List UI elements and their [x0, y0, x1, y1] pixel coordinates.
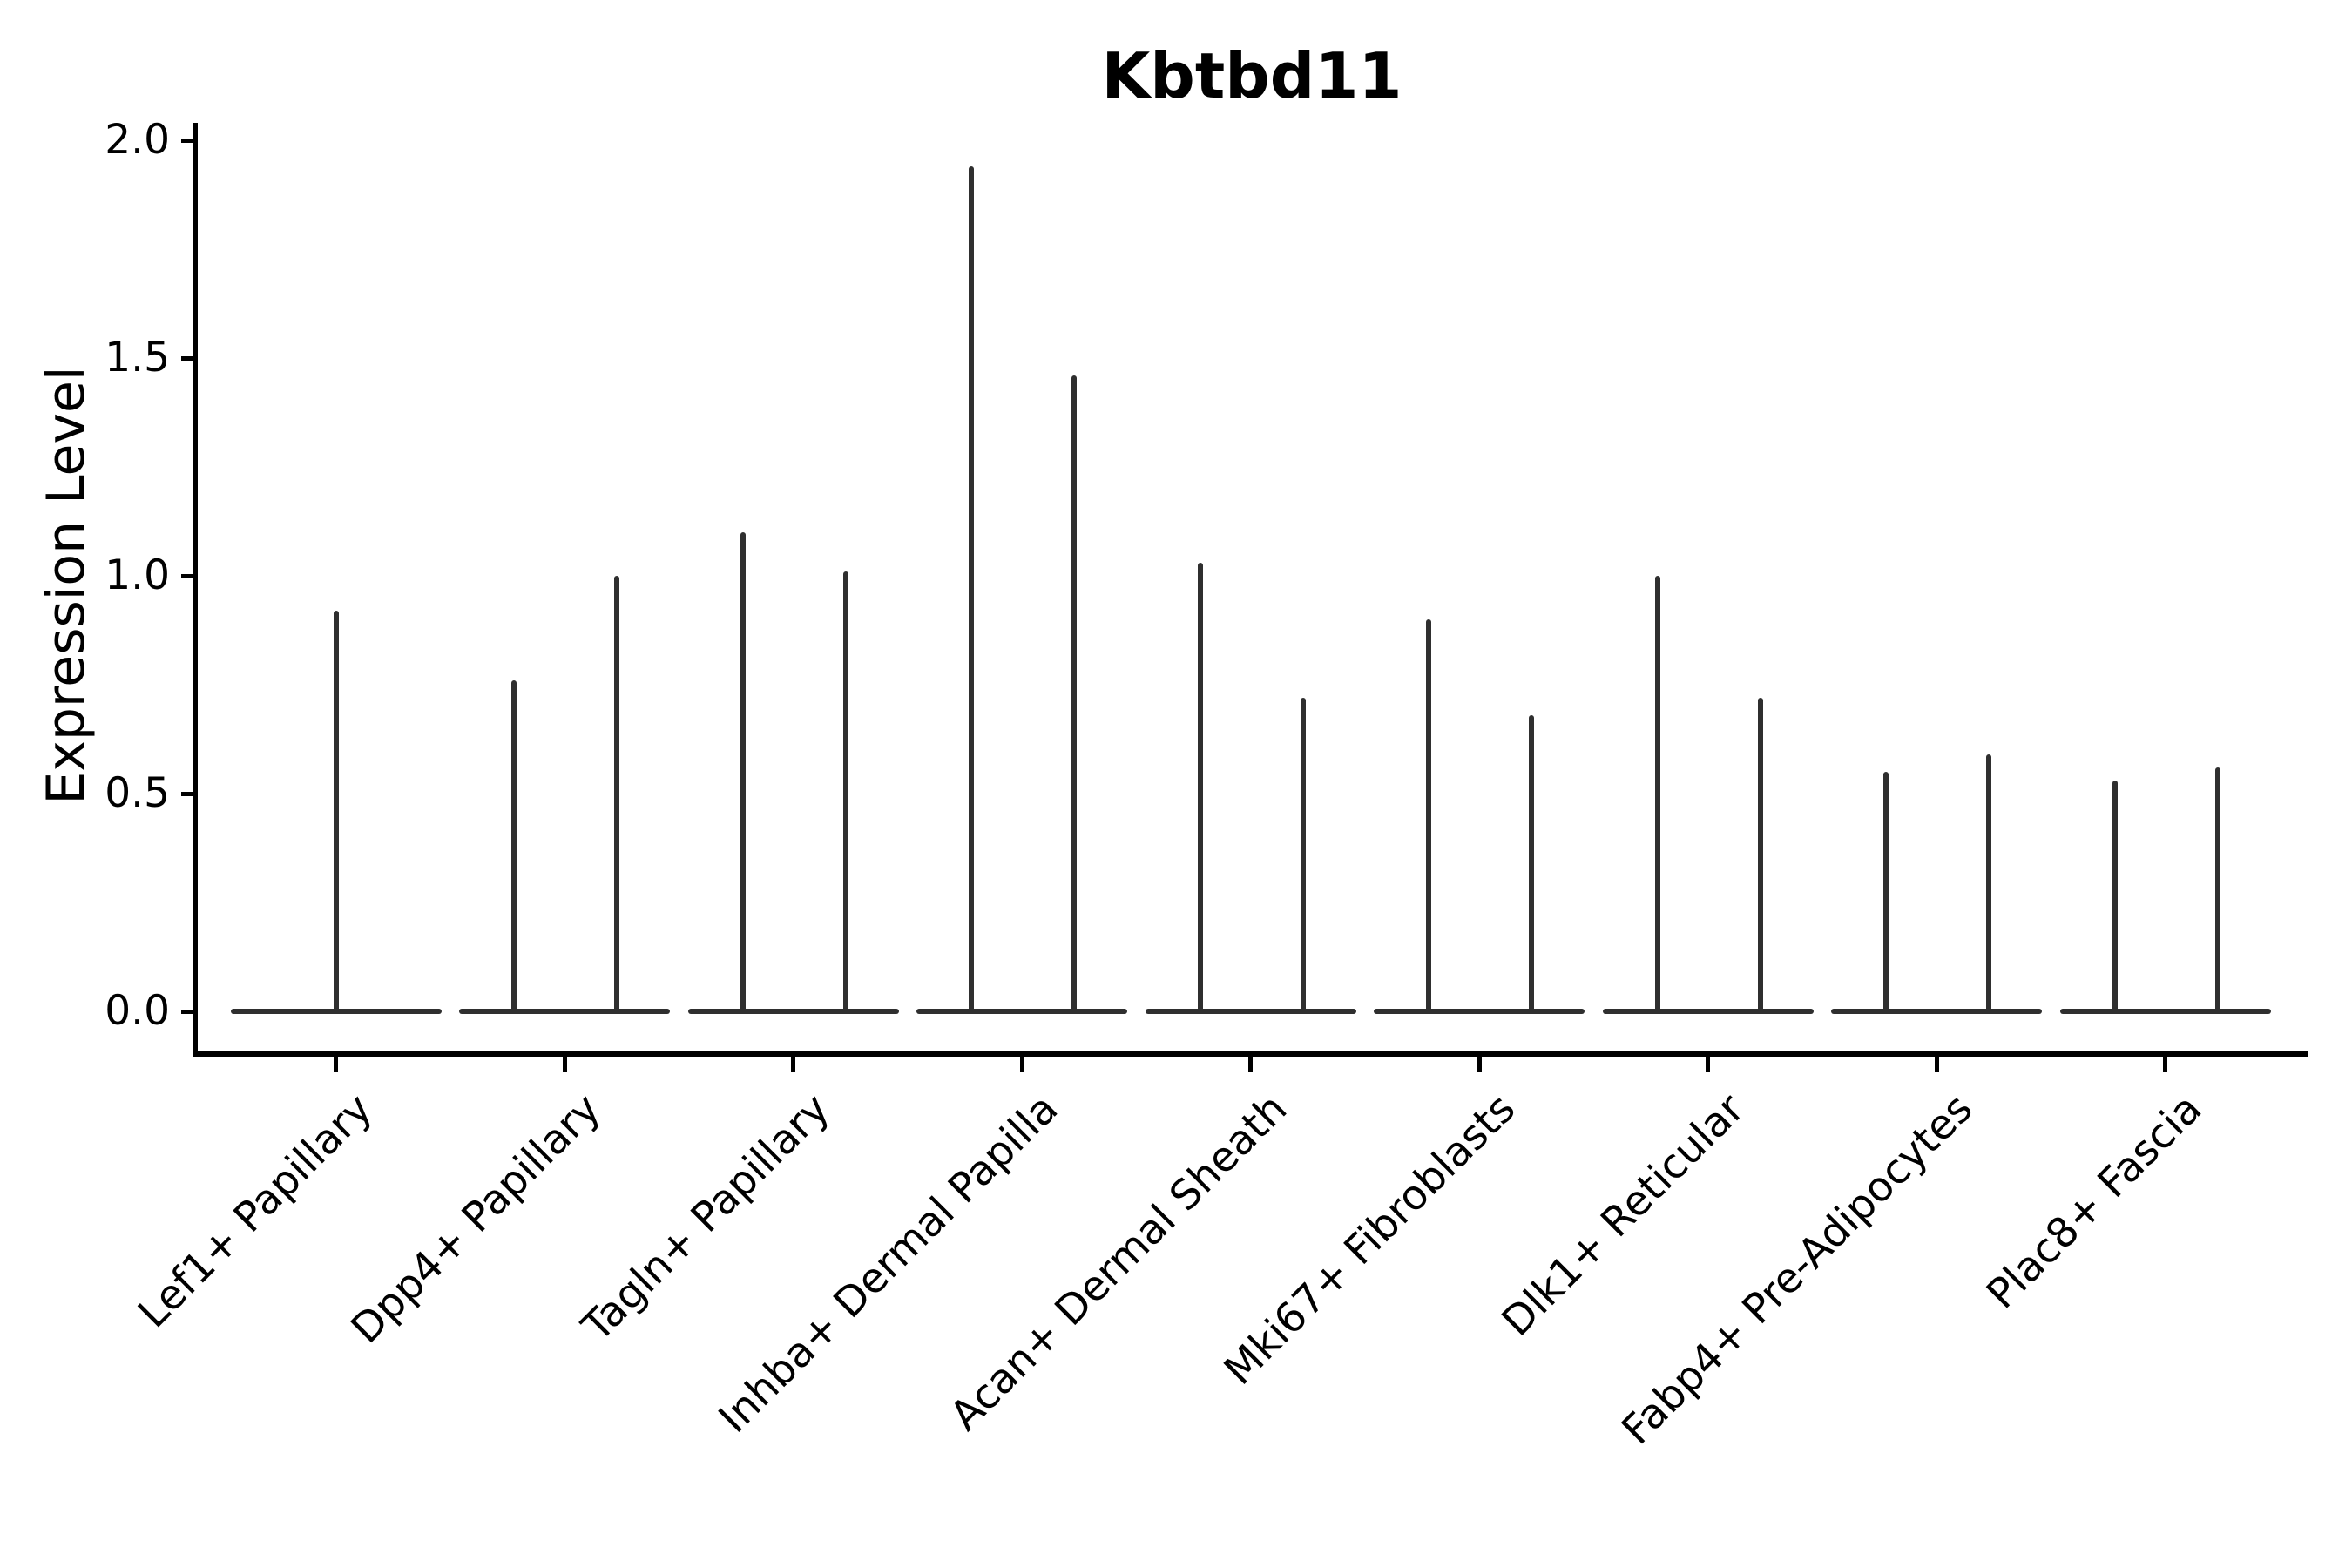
violin-spike	[1654, 576, 1660, 1014]
violin-spike	[1986, 754, 1992, 1014]
y-tick-label: 0.0	[105, 987, 170, 1035]
y-axis-spine	[193, 123, 198, 1057]
x-tick-label: Dpp4+ Papillary	[341, 1085, 611, 1353]
violin-spike	[842, 571, 848, 1014]
violin-spike	[2112, 781, 2118, 1014]
violin-baseline	[1145, 1009, 1356, 1014]
x-tick-mark	[1706, 1057, 1710, 1072]
x-tick-label: Lef1+ Papillary	[128, 1085, 382, 1338]
violin-spike	[333, 611, 339, 1014]
x-tick-mark	[1477, 1057, 1482, 1072]
violin-baseline	[2059, 1009, 2271, 1014]
chart-title: Kbtbd11	[1101, 39, 1402, 112]
x-tick-mark	[1934, 1057, 1939, 1072]
violin-spike	[1071, 375, 1078, 1014]
y-tick-mark	[181, 791, 195, 796]
y-tick-mark	[181, 355, 195, 361]
violin-spike	[1426, 619, 1432, 1014]
y-tick-mark	[181, 1009, 195, 1014]
violin-baseline	[687, 1009, 899, 1014]
violin-spike	[1529, 715, 1535, 1014]
y-tick-label: 0.5	[105, 769, 170, 817]
violin-spike	[1300, 698, 1306, 1014]
violin-spike	[1197, 563, 1203, 1014]
violin-spike	[1757, 698, 1763, 1014]
violin-baseline	[1374, 1009, 1585, 1014]
x-tick-mark	[562, 1057, 567, 1072]
x-tick-mark	[1019, 1057, 1024, 1072]
violin-baseline	[1602, 1009, 1814, 1014]
violin-spike	[2214, 767, 2220, 1014]
violin-spike	[740, 532, 746, 1014]
violin-baseline	[916, 1009, 1127, 1014]
violin-baseline	[459, 1009, 670, 1014]
y-tick-label: 1.5	[105, 334, 170, 382]
x-tick-mark	[791, 1057, 795, 1072]
x-tick-mark	[1248, 1057, 1253, 1072]
y-tick-mark	[181, 573, 195, 578]
violin-spike	[614, 576, 620, 1014]
violin-spike	[511, 680, 517, 1014]
x-axis-spine	[193, 1051, 2308, 1057]
x-tick-mark	[2163, 1057, 2167, 1072]
y-tick-label: 2.0	[105, 116, 170, 164]
x-tick-label: Tagln+ Papillary	[572, 1085, 839, 1351]
x-tick-label: Dlk1+ Reticular	[1492, 1085, 1754, 1346]
x-tick-label: Plac8+ Fascia	[1977, 1085, 2211, 1319]
violin-baseline	[1831, 1009, 2042, 1014]
x-tick-mark	[334, 1057, 338, 1072]
violin-spike	[969, 166, 975, 1014]
violin-spike	[1883, 772, 1889, 1014]
y-tick-label: 1.0	[105, 551, 170, 599]
y-tick-mark	[181, 138, 195, 143]
